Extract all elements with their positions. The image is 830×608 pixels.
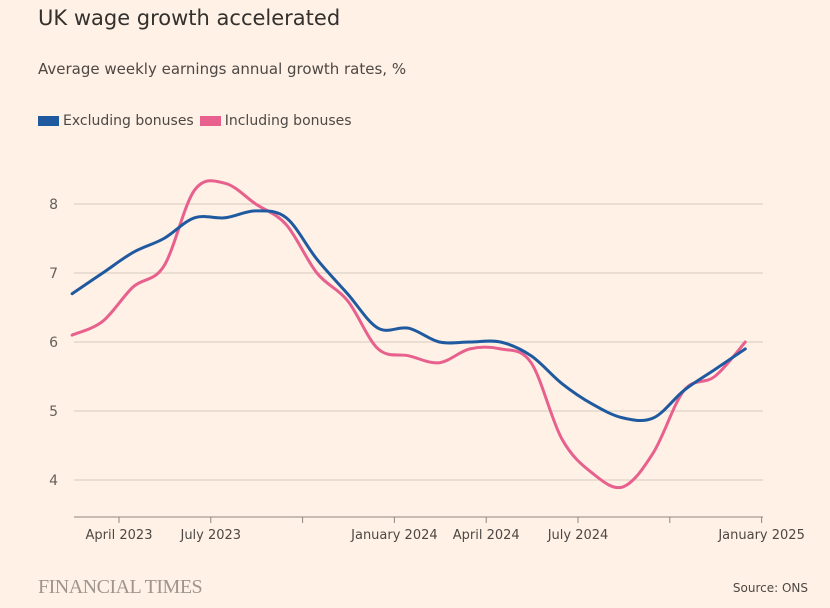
legend-item-including: Including bonuses (199, 113, 352, 129)
y-tick-label: 4 (49, 473, 58, 489)
y-tick-label: 7 (49, 266, 58, 282)
legend-item-excluding: Excluding bonuses (38, 113, 194, 129)
x-tick-label: April 2024 (453, 528, 520, 543)
x-tick-label: April 2023 (86, 528, 153, 543)
legend: Excluding bonuses Including bonuses (38, 113, 358, 129)
legend-label-excluding: Excluding bonuses (63, 113, 194, 129)
legend-label-including: Including bonuses (224, 113, 352, 129)
x-tick-label: January 2024 (350, 528, 438, 543)
series-line-including-bonuses (70, 179, 747, 490)
legend-swatch-excluding (38, 116, 59, 126)
legend-swatch-including (199, 116, 221, 126)
ft-logo: FINANCIAL TIMES (38, 576, 203, 598)
chart-title: UK wage growth accelerated (38, 6, 341, 30)
y-tick-label: 5 (49, 404, 58, 420)
y-tick-label: 8 (49, 197, 58, 213)
chart-subtitle: Average weekly earnings annual growth ra… (38, 60, 407, 78)
x-tick-label: July 2024 (547, 528, 609, 543)
source-note: Source: ONS (732, 581, 808, 595)
x-tick-label: July 2023 (179, 528, 241, 543)
y-tick-label: 6 (49, 335, 58, 351)
x-tick-label: January 2025 (717, 528, 805, 543)
